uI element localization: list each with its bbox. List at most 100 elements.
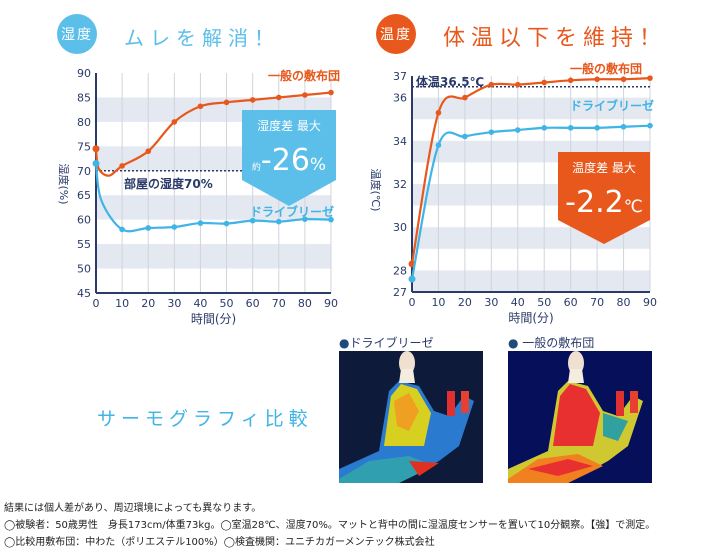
- data-point: [223, 220, 230, 227]
- temperature-badge: 温度: [376, 14, 416, 54]
- data-point: [171, 119, 178, 125]
- x-axis-title: 時間(分): [508, 311, 553, 325]
- callout-value: -2.2℃: [565, 185, 643, 220]
- y-tick-label: 37: [393, 70, 407, 83]
- thermo-label-futon: ● 一般の敷布団: [508, 336, 595, 350]
- charts-canvas: 0 10 20 30 40 50 60 70 80 90 45 50 55 60 65 70 75 80 85 90 時…: [57, 61, 657, 326]
- data-point: [647, 75, 653, 81]
- y-tick-label: 65: [77, 189, 91, 202]
- data-point: [514, 81, 521, 88]
- y-tick-label: 30: [393, 221, 407, 234]
- difference-callout: [558, 152, 650, 244]
- x-tick-label: 40: [511, 296, 525, 309]
- callout-number: -26: [261, 143, 310, 178]
- y-tick-label: 32: [393, 178, 407, 191]
- thermo-image-futon: [508, 351, 652, 483]
- data-point: [435, 109, 442, 116]
- data-point: [275, 94, 282, 101]
- callout-prefix: 約: [252, 161, 261, 173]
- reference-label: 体温36.5℃: [416, 74, 484, 89]
- data-point: [119, 226, 125, 233]
- x-tick-label: 0: [93, 297, 100, 310]
- x-tick-label: 30: [484, 296, 498, 309]
- thermo-label-drybreeze-text: ドライブリーゼ: [349, 336, 434, 350]
- grid-band: [412, 97, 650, 120]
- temperature-headline: 体温以下を維持！: [443, 26, 668, 51]
- x-tick-label: 70: [590, 296, 604, 309]
- callout-title: 湿度差 最大: [257, 118, 321, 133]
- y-tick-label: 85: [77, 91, 91, 104]
- x-tick-label: 40: [193, 297, 207, 310]
- data-point: [328, 216, 334, 223]
- data-point: [567, 77, 574, 84]
- thermography-title: サーモグラフィ比較: [97, 408, 313, 430]
- x-tick-label: 80: [298, 297, 312, 310]
- series-label: 一般の敷布団: [570, 61, 642, 76]
- callout-unit: %: [310, 155, 326, 175]
- thermo-label-drybreeze: ●ドライブリーゼ: [339, 336, 434, 350]
- data-point: [541, 125, 548, 131]
- data-point: [620, 123, 627, 130]
- data-point: [302, 216, 308, 222]
- temperature-badge-text: 温度: [380, 27, 412, 43]
- y-tick-label: 55: [77, 238, 91, 251]
- data-point: [488, 129, 495, 135]
- x-tick-label: 30: [167, 297, 181, 310]
- data-point: [462, 94, 468, 101]
- data-point: [223, 99, 230, 106]
- data-point: [514, 127, 521, 133]
- x-tick-label: 90: [324, 297, 338, 310]
- humidity-badge-text: 湿度: [61, 27, 93, 43]
- y-axis-title: 温度(℃): [369, 169, 383, 212]
- x-tick-label: 10: [115, 297, 129, 310]
- data-point: [92, 145, 100, 153]
- data-point: [488, 81, 495, 88]
- y-tick-label: 45: [77, 287, 91, 300]
- x-tick-label: 10: [431, 296, 445, 309]
- data-point: [647, 122, 653, 129]
- y-tick-label: 60: [77, 214, 91, 227]
- data-point: [408, 275, 416, 283]
- y-tick-label: 75: [77, 140, 91, 153]
- thermo-image-drybreeze: [339, 351, 483, 483]
- callout-number: -2.2: [565, 185, 624, 220]
- x-tick-label: 50: [220, 297, 234, 310]
- grid-band: [96, 244, 331, 269]
- footnote-2: ◯被験者：50歳男性 身長173cm/体重73kg。◯室温28℃、湿度70%。マ…: [4, 520, 656, 531]
- grid-band: [412, 270, 650, 292]
- thermo-label-futon-text: 一般の敷布団: [522, 336, 595, 350]
- x-tick-label: 0: [409, 296, 416, 309]
- data-point: [145, 148, 152, 155]
- data-point: [145, 225, 152, 231]
- data-point: [119, 163, 125, 169]
- x-tick-label: 20: [141, 297, 155, 310]
- callout-unit: ℃: [624, 197, 643, 217]
- x-tick-label: 80: [617, 296, 631, 309]
- footnote-3: ◯比較用敷布団：中わた（ポリエステル100%）◯検査機関：ユニチカガーメンテック…: [4, 537, 435, 548]
- data-point: [302, 92, 308, 98]
- x-tick-label: 90: [643, 296, 657, 309]
- y-tick-label: 27: [393, 286, 407, 299]
- y-tick-label: 34: [393, 135, 407, 148]
- data-point: [620, 76, 627, 83]
- x-tick-label: 70: [272, 297, 286, 310]
- humidity-badge: 湿度: [57, 14, 97, 54]
- callout-value: 約-26%: [252, 143, 326, 178]
- y-tick-label: 36: [393, 92, 407, 105]
- data-point: [197, 220, 204, 226]
- reference-label: 部屋の湿度70%: [124, 176, 213, 191]
- data-point: [328, 89, 334, 96]
- y-axis-title: 湿度(%): [57, 163, 71, 204]
- data-point: [171, 224, 178, 230]
- difference-callout: [242, 110, 336, 206]
- x-tick-label: 60: [246, 297, 260, 310]
- data-point: [197, 103, 204, 110]
- x-axis-title: 時間(分): [191, 312, 236, 326]
- data-point: [567, 125, 574, 131]
- data-point: [594, 76, 600, 83]
- y-tick-label: 28: [393, 264, 407, 277]
- x-tick-label: 20: [458, 296, 472, 309]
- data-point: [275, 218, 282, 225]
- y-tick-label: 80: [77, 116, 91, 129]
- series-label: ドライブリーゼ: [570, 98, 654, 113]
